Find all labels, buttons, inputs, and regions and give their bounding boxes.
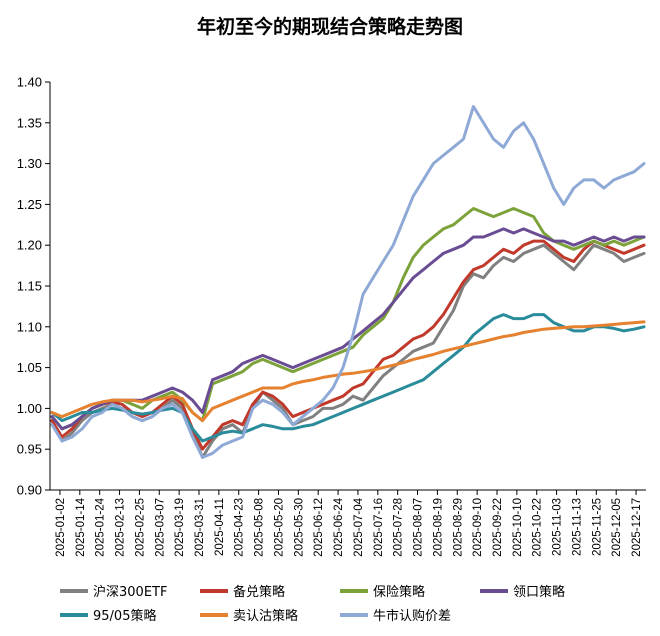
x-tick-label: 2025-01-14 bbox=[75, 497, 87, 556]
x-tick-label: 2025-08-19 bbox=[432, 498, 444, 557]
x-tick-label: 2025-07-04 bbox=[353, 497, 365, 556]
x-tick-label: 2025-12-05 bbox=[611, 498, 623, 557]
x-tick-label: 2025-02-13 bbox=[115, 498, 127, 557]
x-tick-label: 2025-04-11 bbox=[214, 498, 226, 556]
x-tick-label: 2025-05-20 bbox=[273, 498, 285, 557]
x-tick-label: 2025-04-23 bbox=[234, 498, 246, 557]
legend-label: 备兑策略 bbox=[233, 584, 285, 600]
legend-label: 沪深300ETF bbox=[93, 584, 167, 600]
x-tick-label: 2025-01-02 bbox=[55, 498, 67, 557]
y-tick-label: 1.35 bbox=[17, 115, 42, 130]
y-tick-label: 1.05 bbox=[17, 360, 42, 375]
y-tick-label: 0.95 bbox=[17, 442, 42, 457]
x-tick-label: 2025-02-25 bbox=[134, 498, 146, 557]
y-tick-label: 1.40 bbox=[17, 75, 42, 90]
y-tick-label: 1.30 bbox=[17, 156, 42, 171]
series-group bbox=[50, 105, 646, 459]
y-tick-label: 1.00 bbox=[17, 401, 42, 416]
legend: 沪深300ETF 备兑策略 保险策略 领口策略 95/05策略 卖认沽策略 牛市认购价差 bbox=[60, 584, 565, 624]
x-tick-label: 2025-08-29 bbox=[452, 498, 464, 557]
chart-title: 年初至今的期现结合策略走势图 bbox=[197, 15, 463, 38]
y-tick-label: 0.90 bbox=[17, 483, 42, 498]
x-tick-label: 2025-09-10 bbox=[472, 498, 484, 557]
legend-label: 牛市认购价差 bbox=[373, 608, 451, 624]
y-tick-label: 1.20 bbox=[17, 238, 42, 253]
y-tick-label: 1.25 bbox=[17, 197, 42, 212]
x-tick-label: 2025-01-24 bbox=[95, 497, 107, 556]
series-line-5 bbox=[50, 313, 646, 443]
legend-label: 领口策略 bbox=[513, 584, 565, 600]
x-tick-label: 2025-03-07 bbox=[154, 498, 166, 557]
x-tick-label: 2025-10-22 bbox=[532, 498, 544, 557]
series-line-2 bbox=[50, 239, 646, 451]
x-tick-label: 2025-06-24 bbox=[333, 497, 345, 556]
x-tick-label: 2025-05-08 bbox=[254, 498, 266, 557]
x-tick-label: 2025-11-25 bbox=[591, 498, 603, 556]
axes: 0.90 0.95 1.00 1.05 1.10 1.15 1.20 1.25 1.30 1.35… bbox=[17, 75, 646, 557]
legend-label: 卖认沽策略 bbox=[233, 608, 298, 624]
legend-label: 95/05策略 bbox=[93, 608, 156, 624]
legend-label: 保险策略 bbox=[373, 584, 425, 600]
y-tick-label: 1.10 bbox=[17, 319, 42, 334]
x-tick-label: 2025-09-22 bbox=[492, 498, 504, 557]
series-line-6 bbox=[50, 320, 646, 423]
x-tick-label: 2025-11-13 bbox=[571, 498, 583, 556]
x-tick-label: 2025-07-16 bbox=[373, 498, 385, 557]
x-tick-label: 2025-03-31 bbox=[194, 498, 206, 557]
x-tick-label: 2025-05-30 bbox=[293, 498, 305, 557]
x-tick-label: 2025-10-10 bbox=[512, 498, 524, 557]
x-tick-label: 2025-12-17 bbox=[631, 498, 643, 557]
x-tick-label: 2025-08-07 bbox=[413, 498, 425, 557]
series-line-4 bbox=[50, 227, 646, 431]
x-tick-label: 2025-06-12 bbox=[313, 498, 325, 557]
x-tick-label: 2025-03-19 bbox=[174, 498, 186, 557]
series-line-7 bbox=[50, 105, 646, 459]
y-tick-label: 1.15 bbox=[17, 279, 42, 294]
x-tick-label: 2025-07-28 bbox=[393, 498, 405, 557]
x-tick-label: 2025-11-03 bbox=[552, 498, 564, 556]
